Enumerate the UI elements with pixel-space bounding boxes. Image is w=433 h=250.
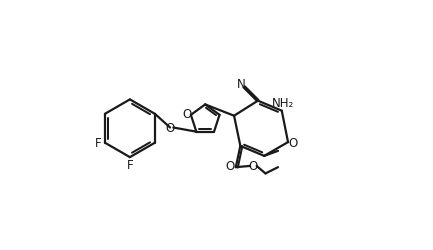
Text: F: F xyxy=(94,137,101,149)
Text: O: O xyxy=(288,136,297,149)
Text: N: N xyxy=(237,78,246,91)
Text: F: F xyxy=(126,158,133,171)
Text: O: O xyxy=(165,122,174,134)
Text: NH₂: NH₂ xyxy=(272,96,294,110)
Text: O: O xyxy=(225,159,234,172)
Text: O: O xyxy=(182,108,192,120)
Text: O: O xyxy=(249,160,258,173)
